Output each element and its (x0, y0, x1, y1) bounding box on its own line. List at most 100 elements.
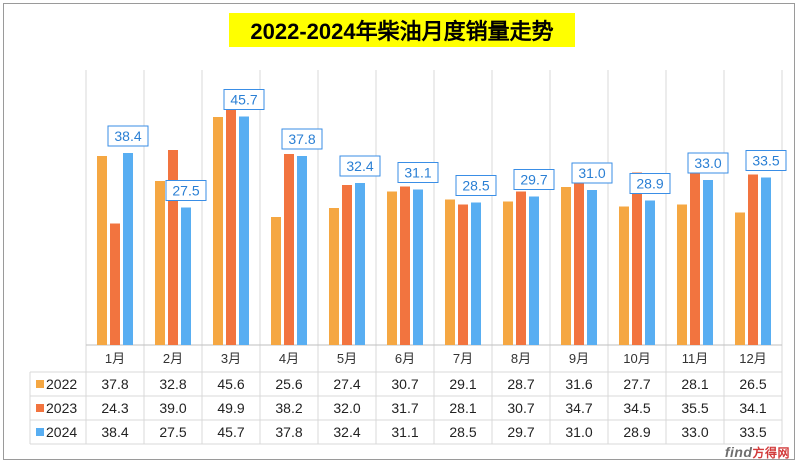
bar-2024 (355, 183, 365, 345)
table-cell: 35.5 (681, 400, 708, 416)
watermark-suffix: 方得网 (752, 446, 790, 460)
bar-2022 (387, 191, 397, 345)
data-label-box (629, 173, 671, 194)
table-cell: 37.8 (275, 424, 302, 440)
watermark-brand: find (724, 444, 753, 460)
table-cell: 28.9 (623, 424, 650, 440)
table-cell: 31.7 (391, 400, 418, 416)
bar-2024 (645, 200, 655, 345)
bar-2022 (271, 217, 281, 345)
category-label: 8月 (511, 351, 531, 366)
table-cell: 39.0 (159, 400, 186, 416)
bar-2024 (471, 202, 481, 345)
table-cell: 31.0 (565, 424, 592, 440)
data-label: 32.4 (346, 158, 373, 174)
legend-swatch (36, 428, 44, 436)
category-label: 4月 (279, 351, 299, 366)
table-cell: 25.6 (275, 376, 302, 392)
table-cell: 30.7 (507, 400, 534, 416)
bar-2022 (735, 212, 745, 345)
table-cell: 31.1 (391, 424, 418, 440)
legend-swatch (36, 404, 44, 412)
data-label: 33.5 (752, 153, 779, 169)
table-cell: 32.8 (159, 376, 186, 392)
data-label: 45.7 (230, 92, 257, 108)
data-label: 31.0 (578, 165, 605, 181)
data-label: 28.9 (636, 176, 663, 192)
bar-2022 (329, 208, 339, 345)
bar-2024 (181, 207, 191, 345)
table-cell: 31.6 (565, 376, 592, 392)
chart-frame (3, 3, 795, 460)
table-cell: 33.5 (739, 424, 766, 440)
data-label: 37.8 (288, 131, 315, 147)
category-label: 3月 (221, 351, 241, 366)
data-label-box (455, 175, 497, 196)
data-label-box (745, 150, 787, 171)
data-label: 28.5 (462, 178, 489, 194)
data-label: 31.1 (404, 165, 431, 181)
table-cell: 28.1 (449, 400, 476, 416)
category-label: 10月 (623, 351, 650, 366)
table-cell: 34.5 (623, 400, 650, 416)
data-label-box (281, 128, 323, 150)
table-cell: 32.4 (333, 424, 360, 440)
data-label-box (687, 152, 729, 174)
legend-swatch (36, 380, 44, 388)
table-cell: 33.0 (681, 424, 708, 440)
data-label-box (339, 155, 381, 177)
bar-2024 (239, 116, 249, 345)
legend-label: 2024 (46, 424, 77, 440)
bar-2023 (284, 154, 294, 345)
bar-2022 (445, 199, 455, 345)
data-label: 33.0 (694, 155, 721, 171)
category-label: 2月 (163, 351, 183, 366)
category-label: 7月 (453, 351, 473, 366)
category-label: 6月 (395, 351, 415, 366)
category-label: 5月 (337, 351, 357, 366)
bar-2022 (503, 201, 513, 345)
table-cell: 38.2 (275, 400, 302, 416)
data-label-box (223, 89, 265, 110)
data-label-box (513, 169, 555, 190)
data-label: 38.4 (114, 128, 141, 144)
bar-2022 (561, 187, 571, 345)
table-cell: 45.6 (217, 376, 244, 392)
bar-2022 (213, 117, 223, 345)
bar-2024 (761, 177, 771, 345)
bar-2022 (677, 204, 687, 345)
bar-2022 (97, 156, 107, 345)
bar-2023 (458, 204, 468, 345)
table-cell: 34.7 (565, 400, 592, 416)
table-cell: 45.7 (217, 424, 244, 440)
bar-2024 (297, 156, 307, 345)
bar-2023 (110, 223, 120, 345)
table-cell: 27.7 (623, 376, 650, 392)
category-label: 1月 (105, 351, 125, 366)
bar-2023 (574, 171, 584, 345)
table-cell: 37.8 (101, 376, 128, 392)
bar-2023 (748, 174, 758, 345)
bar-2024 (703, 180, 713, 345)
watermark-logo: find方得网 (725, 444, 790, 461)
table-cell: 29.7 (507, 424, 534, 440)
table-cell: 24.3 (101, 400, 128, 416)
category-label: 12月 (739, 351, 766, 366)
bar-2022 (155, 181, 165, 345)
category-label: 11月 (682, 351, 709, 366)
legend-label: 2023 (46, 400, 77, 416)
table-cell: 27.5 (159, 424, 186, 440)
table-cell: 26.5 (739, 376, 766, 392)
bar-2023 (226, 95, 236, 345)
table-cell: 30.7 (391, 376, 418, 392)
table-cell: 28.7 (507, 376, 534, 392)
data-label: 27.5 (172, 183, 199, 199)
data-label: 29.7 (520, 172, 547, 188)
table-cell: 38.4 (101, 424, 128, 440)
bar-2023 (168, 150, 178, 345)
data-label-box (397, 162, 439, 183)
bar-2023 (400, 186, 410, 345)
table-cell: 49.9 (217, 400, 244, 416)
chart-title: 2022-2024年柴油月度销量走势 (229, 13, 575, 47)
